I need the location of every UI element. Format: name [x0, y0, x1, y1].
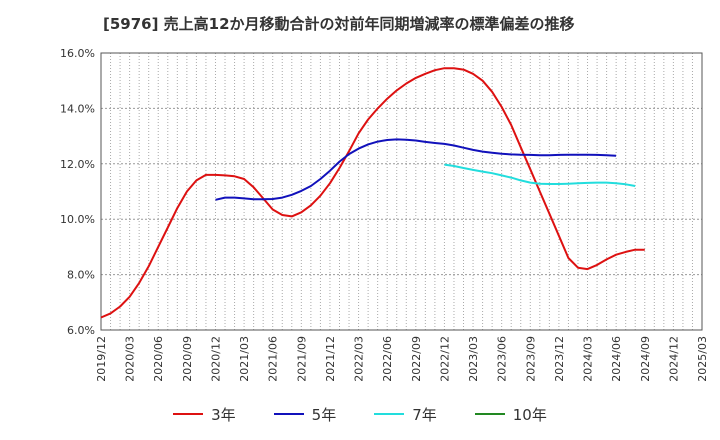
series-line	[100, 67, 645, 319]
y-tick-label: 6.0%	[67, 324, 95, 337]
y-tick-label: 16.0%	[60, 47, 95, 60]
x-tick-label: 2020/12	[209, 336, 222, 382]
legend-item: 5年	[273, 404, 337, 425]
x-tick-label: 2024/09	[639, 336, 652, 382]
series-line	[215, 138, 617, 201]
x-tick-label: 2022/12	[438, 336, 451, 382]
x-tick-label: 2024/03	[582, 336, 595, 382]
x-tick-label: 2021/06	[267, 336, 280, 382]
plot-background	[101, 53, 702, 330]
x-tick-label: 2023/03	[467, 336, 480, 382]
x-tick-label: 2023/06	[496, 336, 509, 382]
legend-label: 7年	[412, 405, 437, 424]
chart-title: [5976] 売上高12か月移動合計の対前年同期増減率の標準偏差の推移	[103, 15, 575, 33]
x-tick-label: 2022/06	[381, 336, 394, 382]
x-tick-label: 2022/09	[410, 336, 423, 382]
x-tick-label: 2019/12	[95, 336, 108, 382]
legend-item: 3年	[173, 404, 236, 425]
y-tick-label: 12.0%	[60, 158, 95, 171]
x-tick-label: 2020/03	[124, 336, 137, 382]
plot-frame	[100, 52, 703, 331]
legend-item: 7年	[374, 404, 437, 425]
legend-swatch	[173, 413, 204, 415]
x-tick-label: 2023/12	[553, 336, 566, 382]
x-tick-label: 2024/06	[610, 336, 623, 382]
x-tick-label: 2020/06	[152, 336, 165, 382]
x-tick-label: 2025/03	[696, 336, 709, 382]
x-tick-label: 2022/03	[353, 336, 366, 382]
y-tick-label: 14.0%	[60, 102, 95, 115]
x-tick-label: 2024/12	[667, 336, 680, 382]
y-tick-label: 8.0%	[67, 269, 95, 282]
legend-swatch	[374, 413, 405, 415]
x-tick-label: 2021/03	[238, 336, 251, 382]
legend-label: 3年	[211, 405, 236, 424]
legend-swatch	[273, 413, 304, 415]
y-tick-label: 10.0%	[60, 213, 95, 226]
x-tick-label: 2021/12	[324, 336, 337, 382]
x-tick-label: 2020/09	[181, 336, 194, 382]
legend-label: 5年	[311, 405, 337, 424]
legend: 3年 5年 7年 10年	[0, 402, 720, 426]
x-tick-label: 2023/09	[524, 336, 537, 382]
x-tick-label: 2021/09	[295, 336, 308, 382]
series-line	[444, 163, 636, 187]
legend-label: 10年	[512, 405, 547, 424]
legend-item: 10年	[474, 404, 547, 425]
legend-swatch	[474, 413, 505, 415]
